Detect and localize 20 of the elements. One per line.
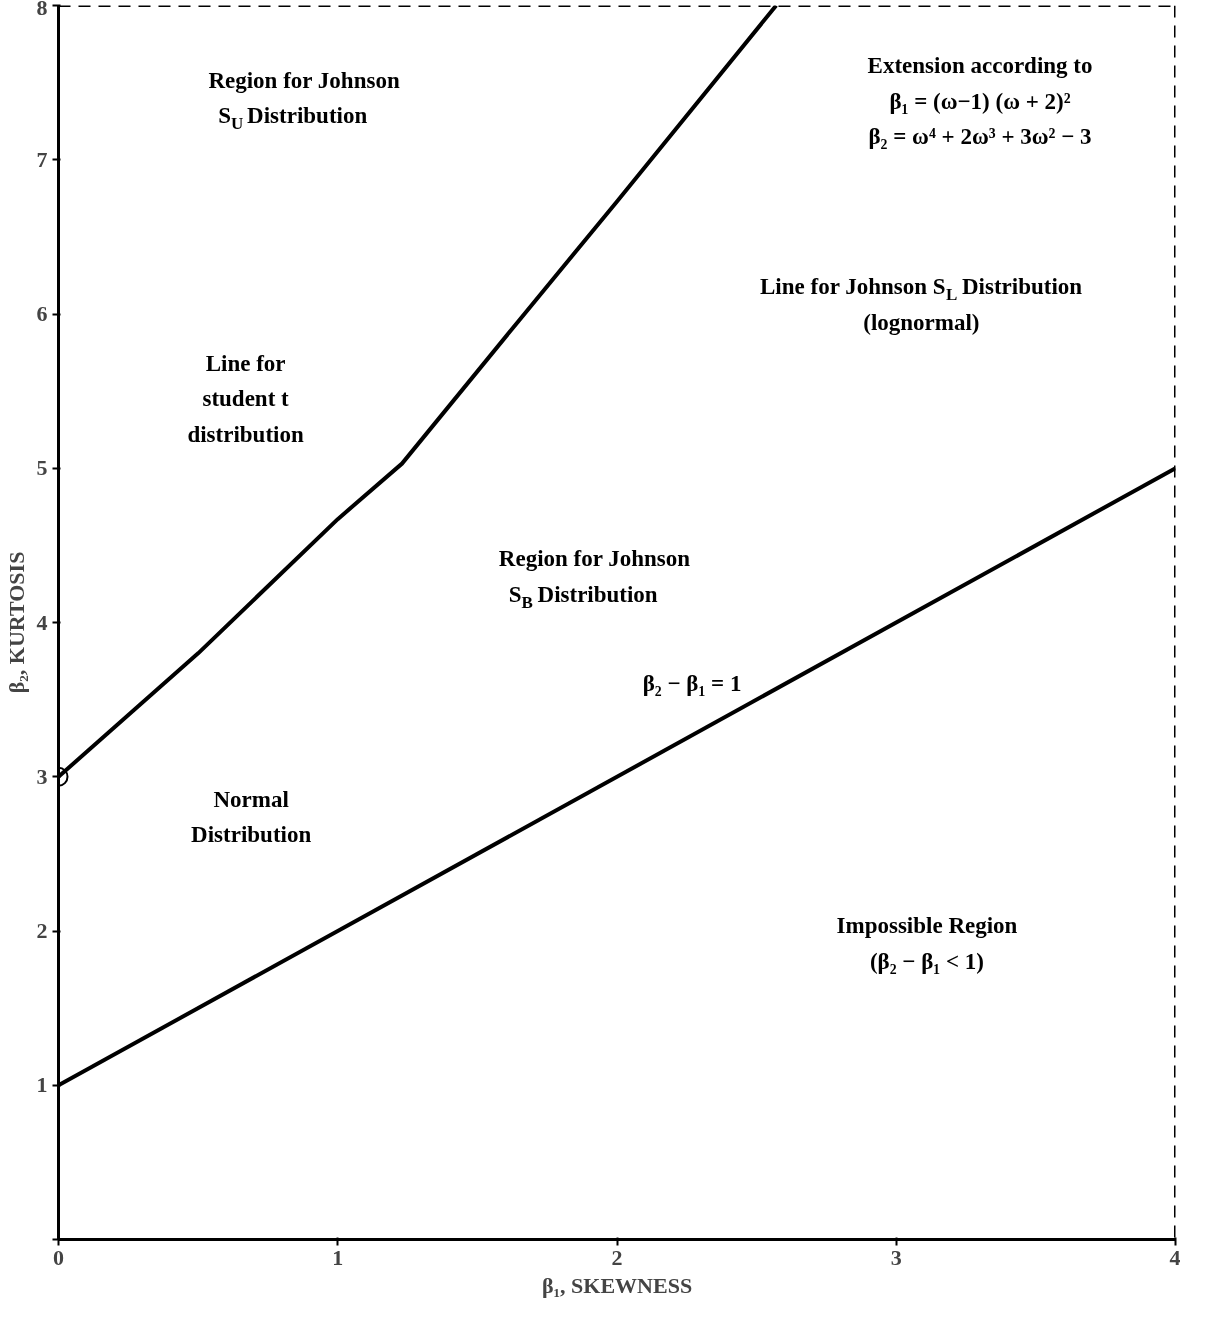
y-tick-label: 4 (36, 609, 48, 635)
x-tick-label: 0 (53, 1244, 64, 1270)
y-tick-label: 5 (36, 455, 48, 481)
y-tick-label: 6 (36, 301, 48, 326)
y-tick-label: 2 (36, 918, 48, 943)
x-axis-title: β₁, SKEWNESS (541, 1272, 693, 1298)
x-tick-label: 4 (1169, 1244, 1181, 1270)
annotation: Line for student t distribution (187, 350, 304, 447)
annotation: β₂ − β₁ = 1 (642, 670, 742, 696)
x-tick-label: 2 (611, 1244, 623, 1270)
y-axis-title: β₂, KURTOSIS (3, 551, 29, 694)
y-tick-label: 7 (36, 146, 48, 172)
y-tick-label: 8 (36, 0, 48, 20)
annotation: Normal Distribution (191, 786, 312, 848)
y-tick-label: 1 (36, 1072, 48, 1098)
x-tick-label: 3 (890, 1244, 902, 1270)
annotation: Impossible Region (β₂ − β₁ < 1) (836, 913, 1018, 974)
y-tick-label: 3 (36, 763, 48, 789)
x-tick-label: 1 (332, 1244, 344, 1270)
annotation: Extension according to β₁ = (ω−1) (ω + 2)² β₂ = ω⁴ + 2ω³ + 3ω² − 3 (867, 52, 1093, 150)
